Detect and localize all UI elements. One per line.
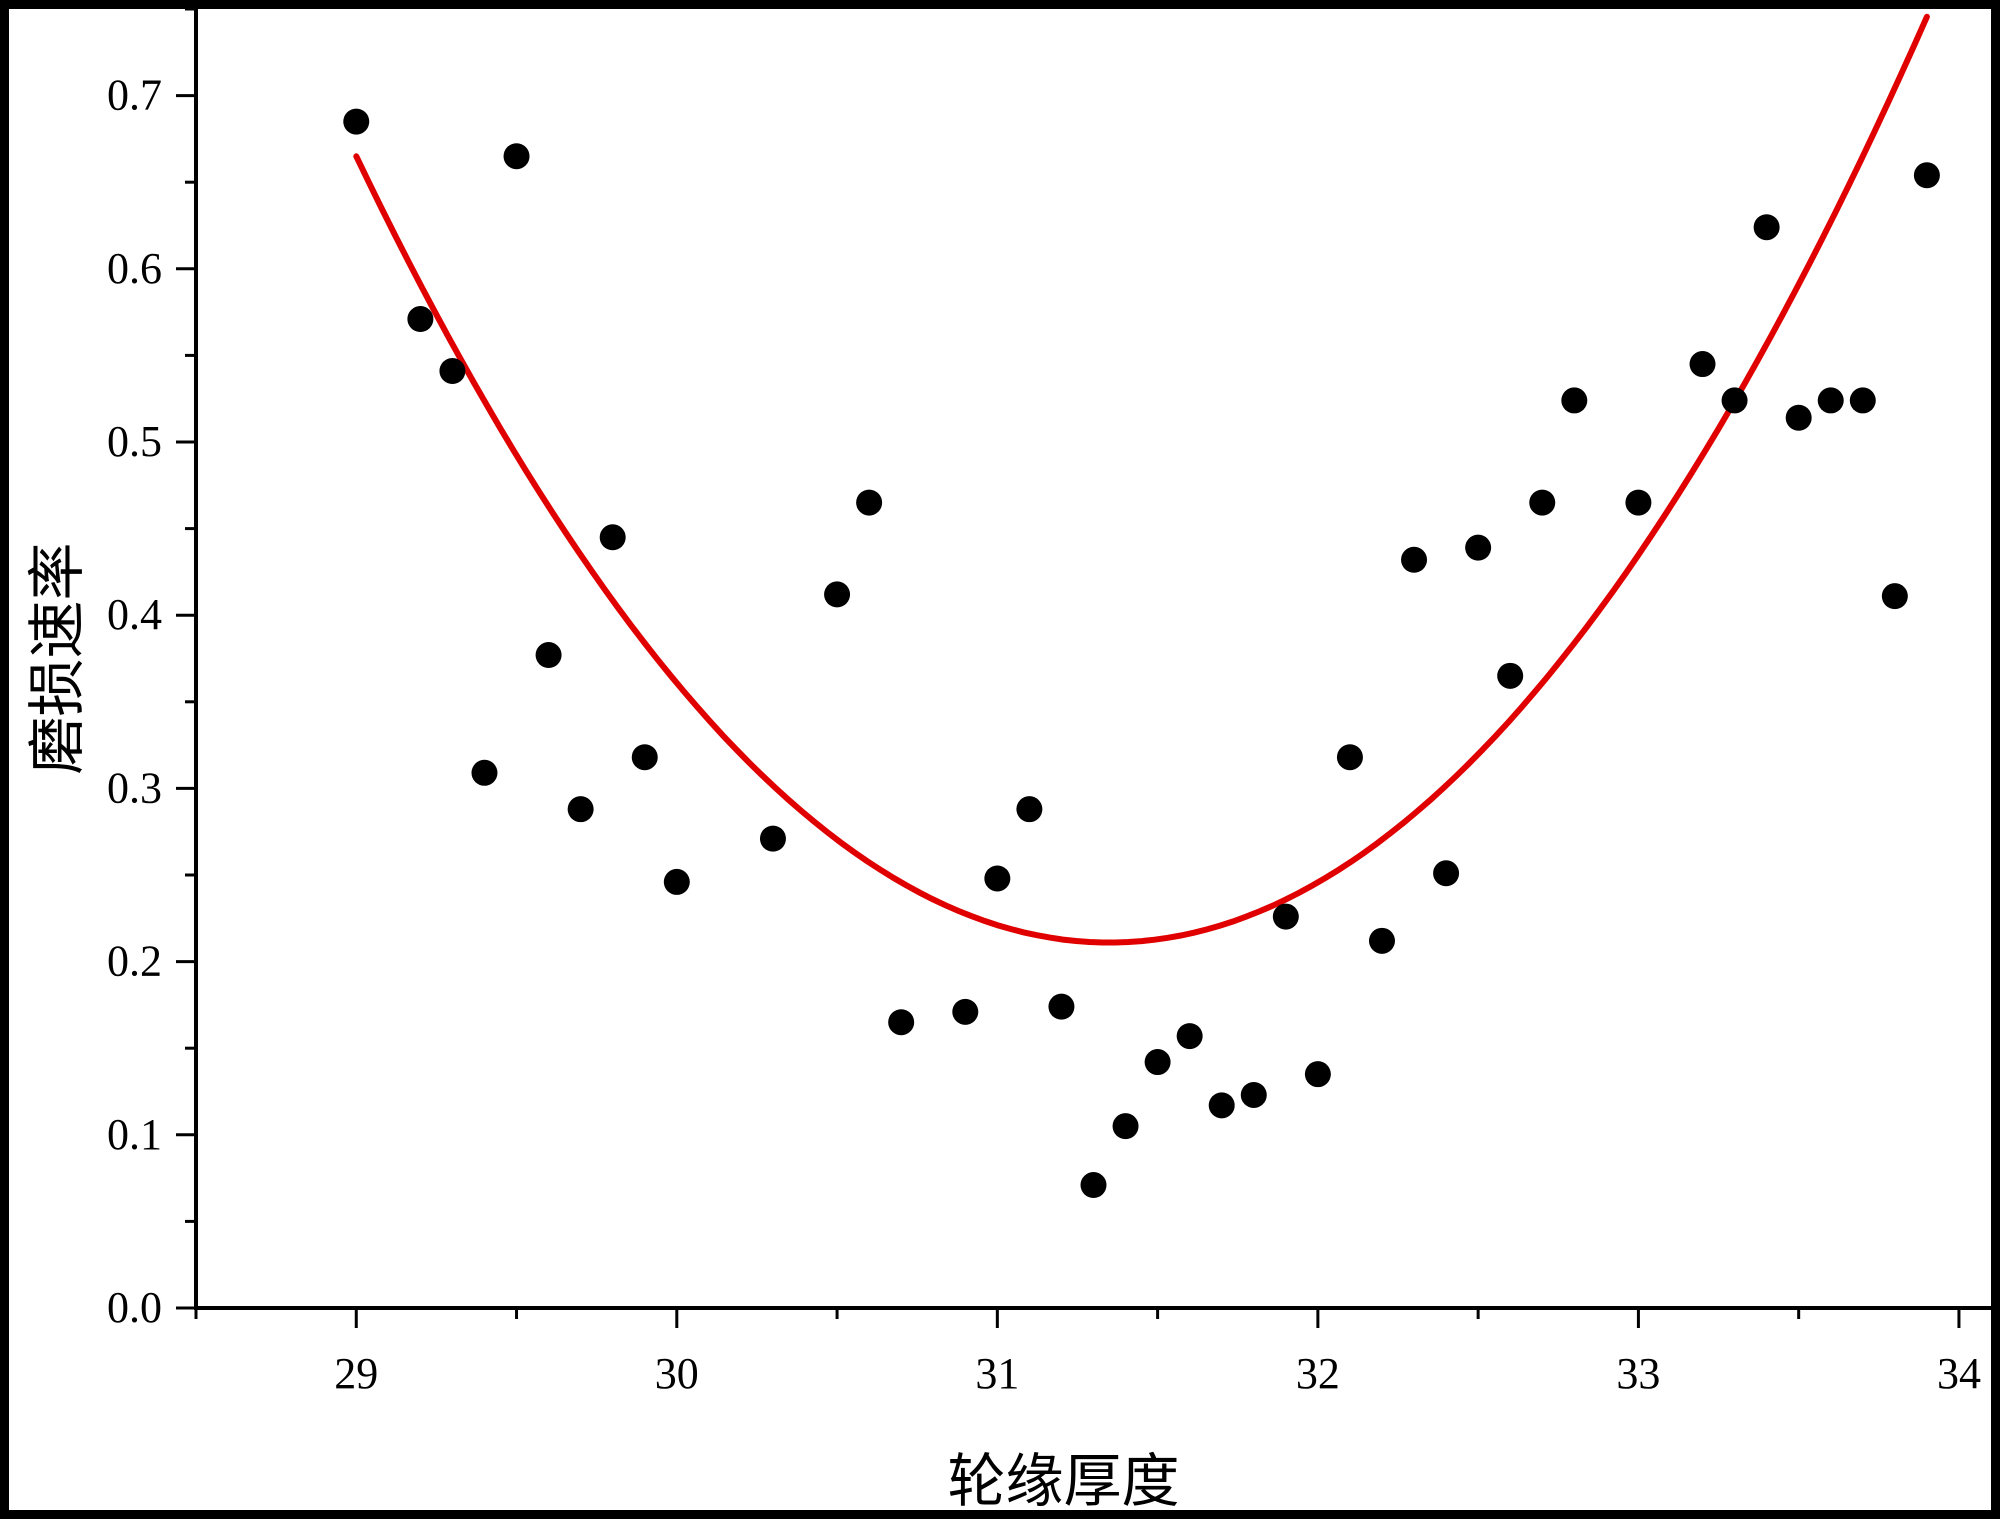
- y-tick-label: 0.5: [107, 417, 162, 466]
- x-tick-label: 30: [655, 1349, 699, 1398]
- data-point: [1881, 583, 1908, 610]
- x-tick-label: 29: [334, 1349, 378, 1398]
- x-tick-label: 33: [1616, 1349, 1660, 1398]
- y-tick-label: 0.0: [107, 1283, 162, 1332]
- tick-labels: 0.0 0.1 0.2 0.3 0.4 0.5 0.6 0.7 29 30 31 32 33 34: [107, 71, 1981, 1398]
- data-point: [439, 357, 466, 384]
- data-point: [343, 108, 370, 135]
- data-point: [1080, 1172, 1107, 1199]
- y-tick-label: 0.4: [107, 590, 162, 639]
- data-point: [535, 642, 562, 669]
- data-point: [631, 744, 658, 771]
- data-point: [503, 143, 530, 170]
- data-point: [1208, 1092, 1235, 1119]
- data-point: [952, 998, 979, 1025]
- data-point: [1465, 534, 1492, 561]
- data-point: [1401, 546, 1428, 573]
- data-point: [567, 796, 594, 823]
- axes: [194, 9, 1991, 1310]
- data-point: [1721, 387, 1748, 414]
- data-point: [1048, 993, 1075, 1020]
- data-points: [343, 108, 1940, 1199]
- y-tick-label: 0.6: [107, 244, 162, 293]
- data-point: [1176, 1023, 1203, 1050]
- data-point: [856, 489, 883, 516]
- y-axis-title: 磨损速率: [23, 542, 91, 774]
- x-tick-label: 34: [1937, 1349, 1981, 1398]
- data-point: [824, 581, 851, 608]
- data-point: [1785, 404, 1812, 431]
- axis-ticks: [176, 9, 1961, 1328]
- x-tick-label: 32: [1296, 1349, 1340, 1398]
- data-point: [1433, 860, 1460, 887]
- y-tick-label: 0.1: [107, 1110, 162, 1159]
- data-point: [1272, 903, 1299, 930]
- data-point: [759, 825, 786, 852]
- fit-curve: [353, 13, 1930, 946]
- data-point: [663, 868, 690, 895]
- data-point: [599, 524, 626, 551]
- data-point: [1625, 489, 1652, 516]
- y-tick-label: 0.3: [107, 763, 162, 812]
- data-point: [1144, 1049, 1171, 1076]
- data-point: [1112, 1113, 1139, 1140]
- data-point: [1529, 489, 1556, 516]
- chart-canvas: 0.0 0.1 0.2 0.3 0.4 0.5 0.6 0.7 29 30 31 32 33 34 轮缘厚…: [9, 9, 1991, 1510]
- scatter-plot: 0.0 0.1 0.2 0.3 0.4 0.5 0.6 0.7 29 30 31 32 33 34 轮缘厚…: [23, 9, 1991, 1510]
- data-point: [1689, 351, 1716, 378]
- y-tick-label: 0.7: [107, 71, 162, 120]
- data-point: [407, 306, 434, 333]
- data-point: [984, 865, 1011, 892]
- data-point: [1561, 387, 1588, 414]
- data-point: [1849, 387, 1876, 414]
- x-tick-label: 31: [975, 1349, 1019, 1398]
- data-point: [1817, 387, 1844, 414]
- data-point: [1753, 214, 1780, 241]
- data-point: [1368, 927, 1395, 954]
- data-point: [1497, 662, 1524, 689]
- data-point: [471, 759, 498, 786]
- data-point: [888, 1009, 915, 1036]
- data-point: [1016, 796, 1043, 823]
- data-point: [1240, 1081, 1267, 1108]
- y-tick-label: 0.2: [107, 937, 162, 986]
- data-point: [1304, 1061, 1331, 1088]
- data-point: [1913, 162, 1940, 189]
- x-axis-title: 轮缘厚度: [947, 1447, 1179, 1510]
- data-point: [1336, 744, 1363, 771]
